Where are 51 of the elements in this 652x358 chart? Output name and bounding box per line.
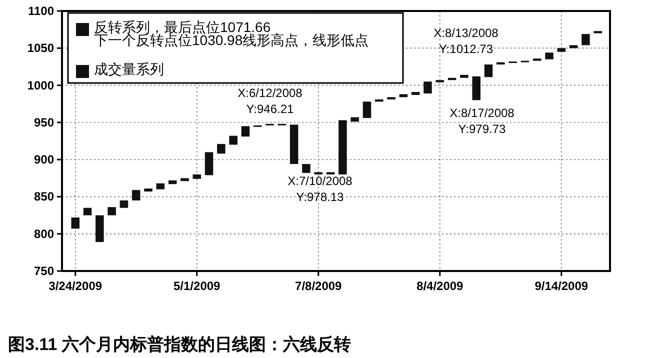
bar bbox=[460, 74, 468, 78]
bar bbox=[338, 120, 347, 174]
bar bbox=[96, 215, 104, 242]
bar bbox=[83, 208, 92, 216]
bar bbox=[132, 190, 140, 200]
x-tick-label: 3/24/2009 bbox=[48, 279, 102, 293]
legend-label: 反转系列，最后点位1071.66 下一个反转点位1030.98线形高点，线形低点 bbox=[94, 19, 369, 48]
caption: 图3.11 六个月内标普指数的日线图：六线反转 bbox=[8, 334, 351, 354]
bar bbox=[290, 124, 298, 164]
y-tick-label: 850 bbox=[34, 190, 54, 204]
bar bbox=[180, 178, 189, 182]
bar bbox=[582, 34, 590, 46]
bar bbox=[350, 117, 359, 122]
annotation: X:8/17/2008 Y:979.73 bbox=[450, 106, 515, 136]
x-tick-label: 9/14/2009 bbox=[534, 279, 588, 293]
bar bbox=[362, 102, 372, 118]
bar bbox=[569, 45, 578, 48]
annotation: X:7/10/2008 Y:978.13 bbox=[288, 174, 353, 204]
y-tick-label: 1100 bbox=[28, 4, 54, 18]
bar bbox=[217, 144, 226, 154]
bar bbox=[71, 218, 80, 229]
x-tick-label: 5/1/2009 bbox=[174, 279, 221, 293]
bar bbox=[557, 48, 566, 52]
y-tick-label: 1000 bbox=[27, 78, 54, 92]
y-tick-label: 750 bbox=[34, 264, 54, 278]
bar bbox=[229, 136, 238, 145]
y-tick-label: 800 bbox=[34, 226, 54, 241]
annotation: X:8/13/2008 Y:1012.73 bbox=[434, 26, 499, 56]
bar bbox=[472, 76, 480, 100]
y-tick-label: 900 bbox=[34, 152, 54, 167]
bar bbox=[204, 152, 214, 176]
x-tick-label: 8/4/2009 bbox=[416, 279, 464, 293]
bar bbox=[156, 183, 165, 190]
bar bbox=[302, 164, 310, 173]
bar bbox=[399, 94, 408, 98]
y-tick-label: 950 bbox=[34, 115, 54, 130]
y-tick-label: 1050 bbox=[27, 41, 54, 56]
bar bbox=[120, 200, 128, 208]
x-tick-label: 7/8/2009 bbox=[295, 279, 342, 293]
bar bbox=[192, 174, 202, 179]
legend-label: 成交量系列 bbox=[94, 61, 164, 77]
bar bbox=[424, 82, 432, 94]
bar bbox=[168, 180, 177, 184]
bar bbox=[108, 207, 116, 216]
bar bbox=[241, 126, 250, 137]
bar bbox=[375, 99, 384, 102]
bar bbox=[484, 64, 493, 78]
bar bbox=[545, 52, 554, 60]
bar bbox=[144, 188, 152, 192]
annotation: X:6/12/2008 Y:946.21 bbox=[238, 86, 303, 116]
bar bbox=[411, 92, 420, 95]
